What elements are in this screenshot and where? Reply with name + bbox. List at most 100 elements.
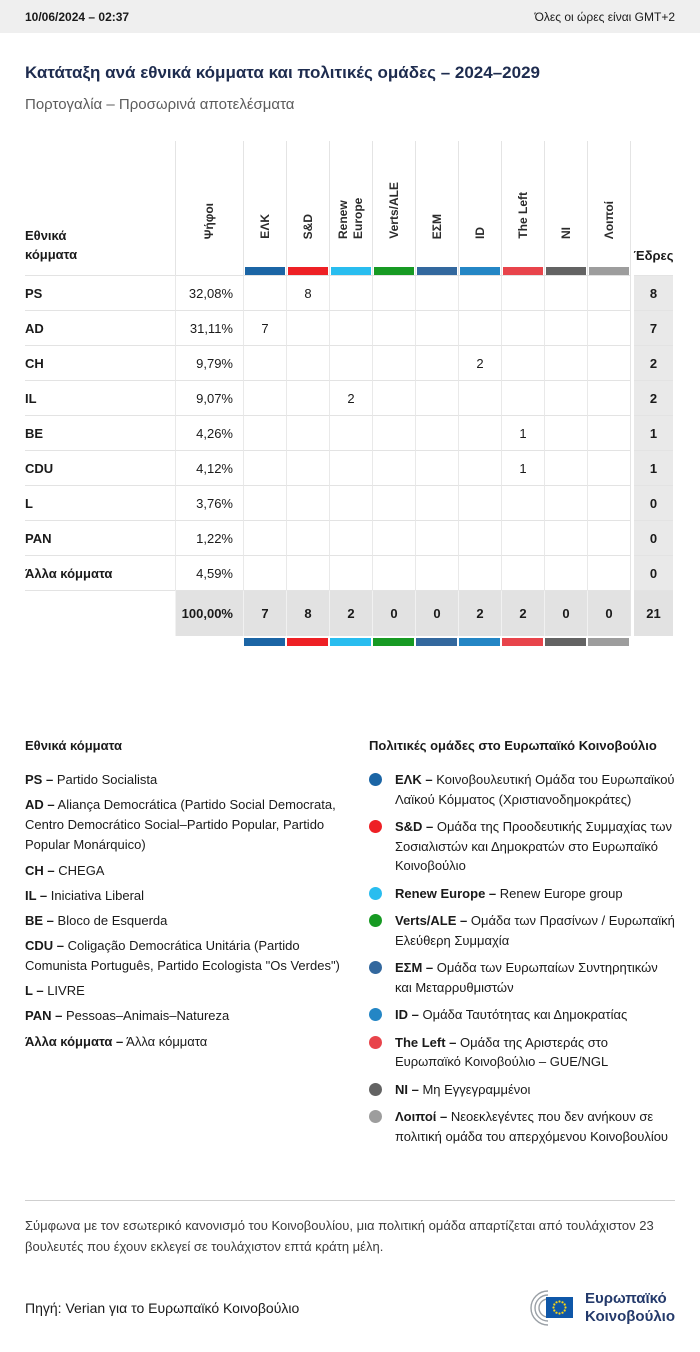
group-legend-item: ΕΣΜ – Ομάδα των Ευρωπαίων Συντηρητικών κ… xyxy=(369,958,675,997)
group-color-dot xyxy=(369,820,382,833)
group-cell xyxy=(372,485,415,520)
table-row: PS 32,08% 8 8 xyxy=(25,275,673,310)
column-gap xyxy=(630,310,634,345)
group-cell: 1 xyxy=(501,450,544,485)
group-color-bar xyxy=(374,267,414,275)
total-group-cell: 2 xyxy=(458,590,501,636)
total-votes-cell: 100,00% xyxy=(175,590,243,636)
group-cell xyxy=(372,275,415,310)
group-color-dot xyxy=(369,914,382,927)
group-cell xyxy=(243,380,286,415)
table-header-row: Εθνικά κόμματα Ψήφοι ΕΛΚ S&D Renew Europ… xyxy=(25,141,673,275)
group-cell xyxy=(415,415,458,450)
group-color-bar xyxy=(588,638,629,646)
group-color-dot xyxy=(369,961,382,974)
column-gap xyxy=(630,415,634,450)
group-cell xyxy=(458,485,501,520)
group-cell xyxy=(587,345,630,380)
group-legend-item: ΕΛΚ – Κοινοβουλευτική Ομάδα του Ευρωπαϊκ… xyxy=(369,770,675,809)
votes-cell: 31,11% xyxy=(175,310,243,345)
group-cell xyxy=(372,345,415,380)
seats-cell: 0 xyxy=(634,520,673,555)
group-column-header-renew: Renew Europe xyxy=(329,141,372,275)
national-parties-legend: Εθνικά κόμματα PS – Partido Socialista A… xyxy=(25,738,345,1154)
column-gap xyxy=(630,485,634,520)
group-color-bar xyxy=(330,638,371,646)
group-cell: 1 xyxy=(501,415,544,450)
group-color-bar xyxy=(331,267,371,275)
source-label: Πηγή: Verian για το Ευρωπαϊκό Κοινοβούλι… xyxy=(25,1299,300,1316)
group-color-dot xyxy=(369,886,382,900)
group-cell xyxy=(544,275,587,310)
group-cell xyxy=(544,310,587,345)
group-cell xyxy=(329,520,372,555)
group-column-header-id: ID xyxy=(458,141,501,275)
party-legend-item: CH – CHEGA xyxy=(25,862,105,878)
group-cell xyxy=(501,345,544,380)
group-cell xyxy=(243,415,286,450)
group-color-bar xyxy=(287,638,328,646)
group-cell xyxy=(544,450,587,485)
table-row: IL 9,07% 2 2 xyxy=(25,380,673,415)
group-legend-item: Verts/ALE – Ομάδα των Πρασίνων / Ευρωπαϊ… xyxy=(369,911,675,950)
ep-logo-text: Ευρωπαϊκό Κοινοβούλιο xyxy=(584,1289,675,1325)
party-name: PAN xyxy=(25,520,175,555)
group-cell xyxy=(415,310,458,345)
group-cell xyxy=(415,380,458,415)
page-title: Κατάταξη ανά εθνικά κόμματα και πολιτικέ… xyxy=(25,63,540,82)
group-color-dot xyxy=(369,1035,382,1049)
votes-cell: 9,07% xyxy=(175,380,243,415)
group-color-bar xyxy=(416,638,457,646)
party-legend-item: AD – Aliança Democrática (Partido Social… xyxy=(25,797,336,853)
group-cell xyxy=(372,555,415,590)
group-cell xyxy=(286,415,329,450)
group-cell xyxy=(286,450,329,485)
group-cell xyxy=(544,520,587,555)
total-group-cell: 0 xyxy=(415,590,458,636)
group-color-bar xyxy=(546,267,586,275)
group-cell xyxy=(587,310,630,345)
column-gap xyxy=(630,520,634,555)
total-seats-cell: 21 xyxy=(634,590,673,636)
total-group-cell: 0 xyxy=(372,590,415,636)
group-cell xyxy=(372,450,415,485)
group-cell xyxy=(286,380,329,415)
group-cell: 2 xyxy=(329,380,372,415)
group-cell xyxy=(415,485,458,520)
group-cell xyxy=(544,555,587,590)
ep-logo: Ευρωπαϊκό Κοινοβούλιο xyxy=(522,1290,675,1326)
group-cell xyxy=(415,555,458,590)
group-column-header-others: Λοιποί xyxy=(587,141,630,275)
group-cell xyxy=(458,380,501,415)
group-cell xyxy=(372,520,415,555)
seats-cell: 1 xyxy=(634,450,673,485)
legend-section: Εθνικά κόμματα PS – Partido Socialista A… xyxy=(25,738,675,1154)
results-table: Εθνικά κόμματα Ψήφοι ΕΛΚ S&D Renew Europ… xyxy=(25,141,673,646)
group-cell xyxy=(286,520,329,555)
group-cell xyxy=(587,485,630,520)
group-cell xyxy=(501,380,544,415)
group-column-header-verts: Verts/ALE xyxy=(372,141,415,275)
group-color-bar xyxy=(417,267,457,275)
ep-logo-graphic xyxy=(530,1289,573,1326)
group-cell xyxy=(415,275,458,310)
total-group-cell: 2 xyxy=(501,590,544,636)
column-gap xyxy=(630,450,634,485)
group-legend-item: S&D – Ομάδα της Προοδευτικής Συμμαχίας τ… xyxy=(369,817,675,876)
timezone-note: Όλες οι ώρες είναι GMT+2 xyxy=(534,9,675,24)
group-color-dot xyxy=(369,1082,382,1096)
group-cell xyxy=(415,345,458,380)
total-group-cell: 0 xyxy=(544,590,587,636)
group-color-bar xyxy=(460,267,500,275)
votes-cell: 3,76% xyxy=(175,485,243,520)
votes-cell: 4,26% xyxy=(175,415,243,450)
column-gap xyxy=(630,141,634,275)
table-bottom-bars xyxy=(25,638,673,646)
party-name: Άλλα κόμματα xyxy=(25,555,175,590)
group-cell xyxy=(329,310,372,345)
group-legend-item: ID – Ομάδα Ταυτότητας και Δημοκρατίας xyxy=(369,1005,675,1025)
group-color-bar xyxy=(502,638,543,646)
party-name: PS xyxy=(25,275,175,310)
total-group-cell: 7 xyxy=(243,590,286,636)
group-cell xyxy=(587,555,630,590)
